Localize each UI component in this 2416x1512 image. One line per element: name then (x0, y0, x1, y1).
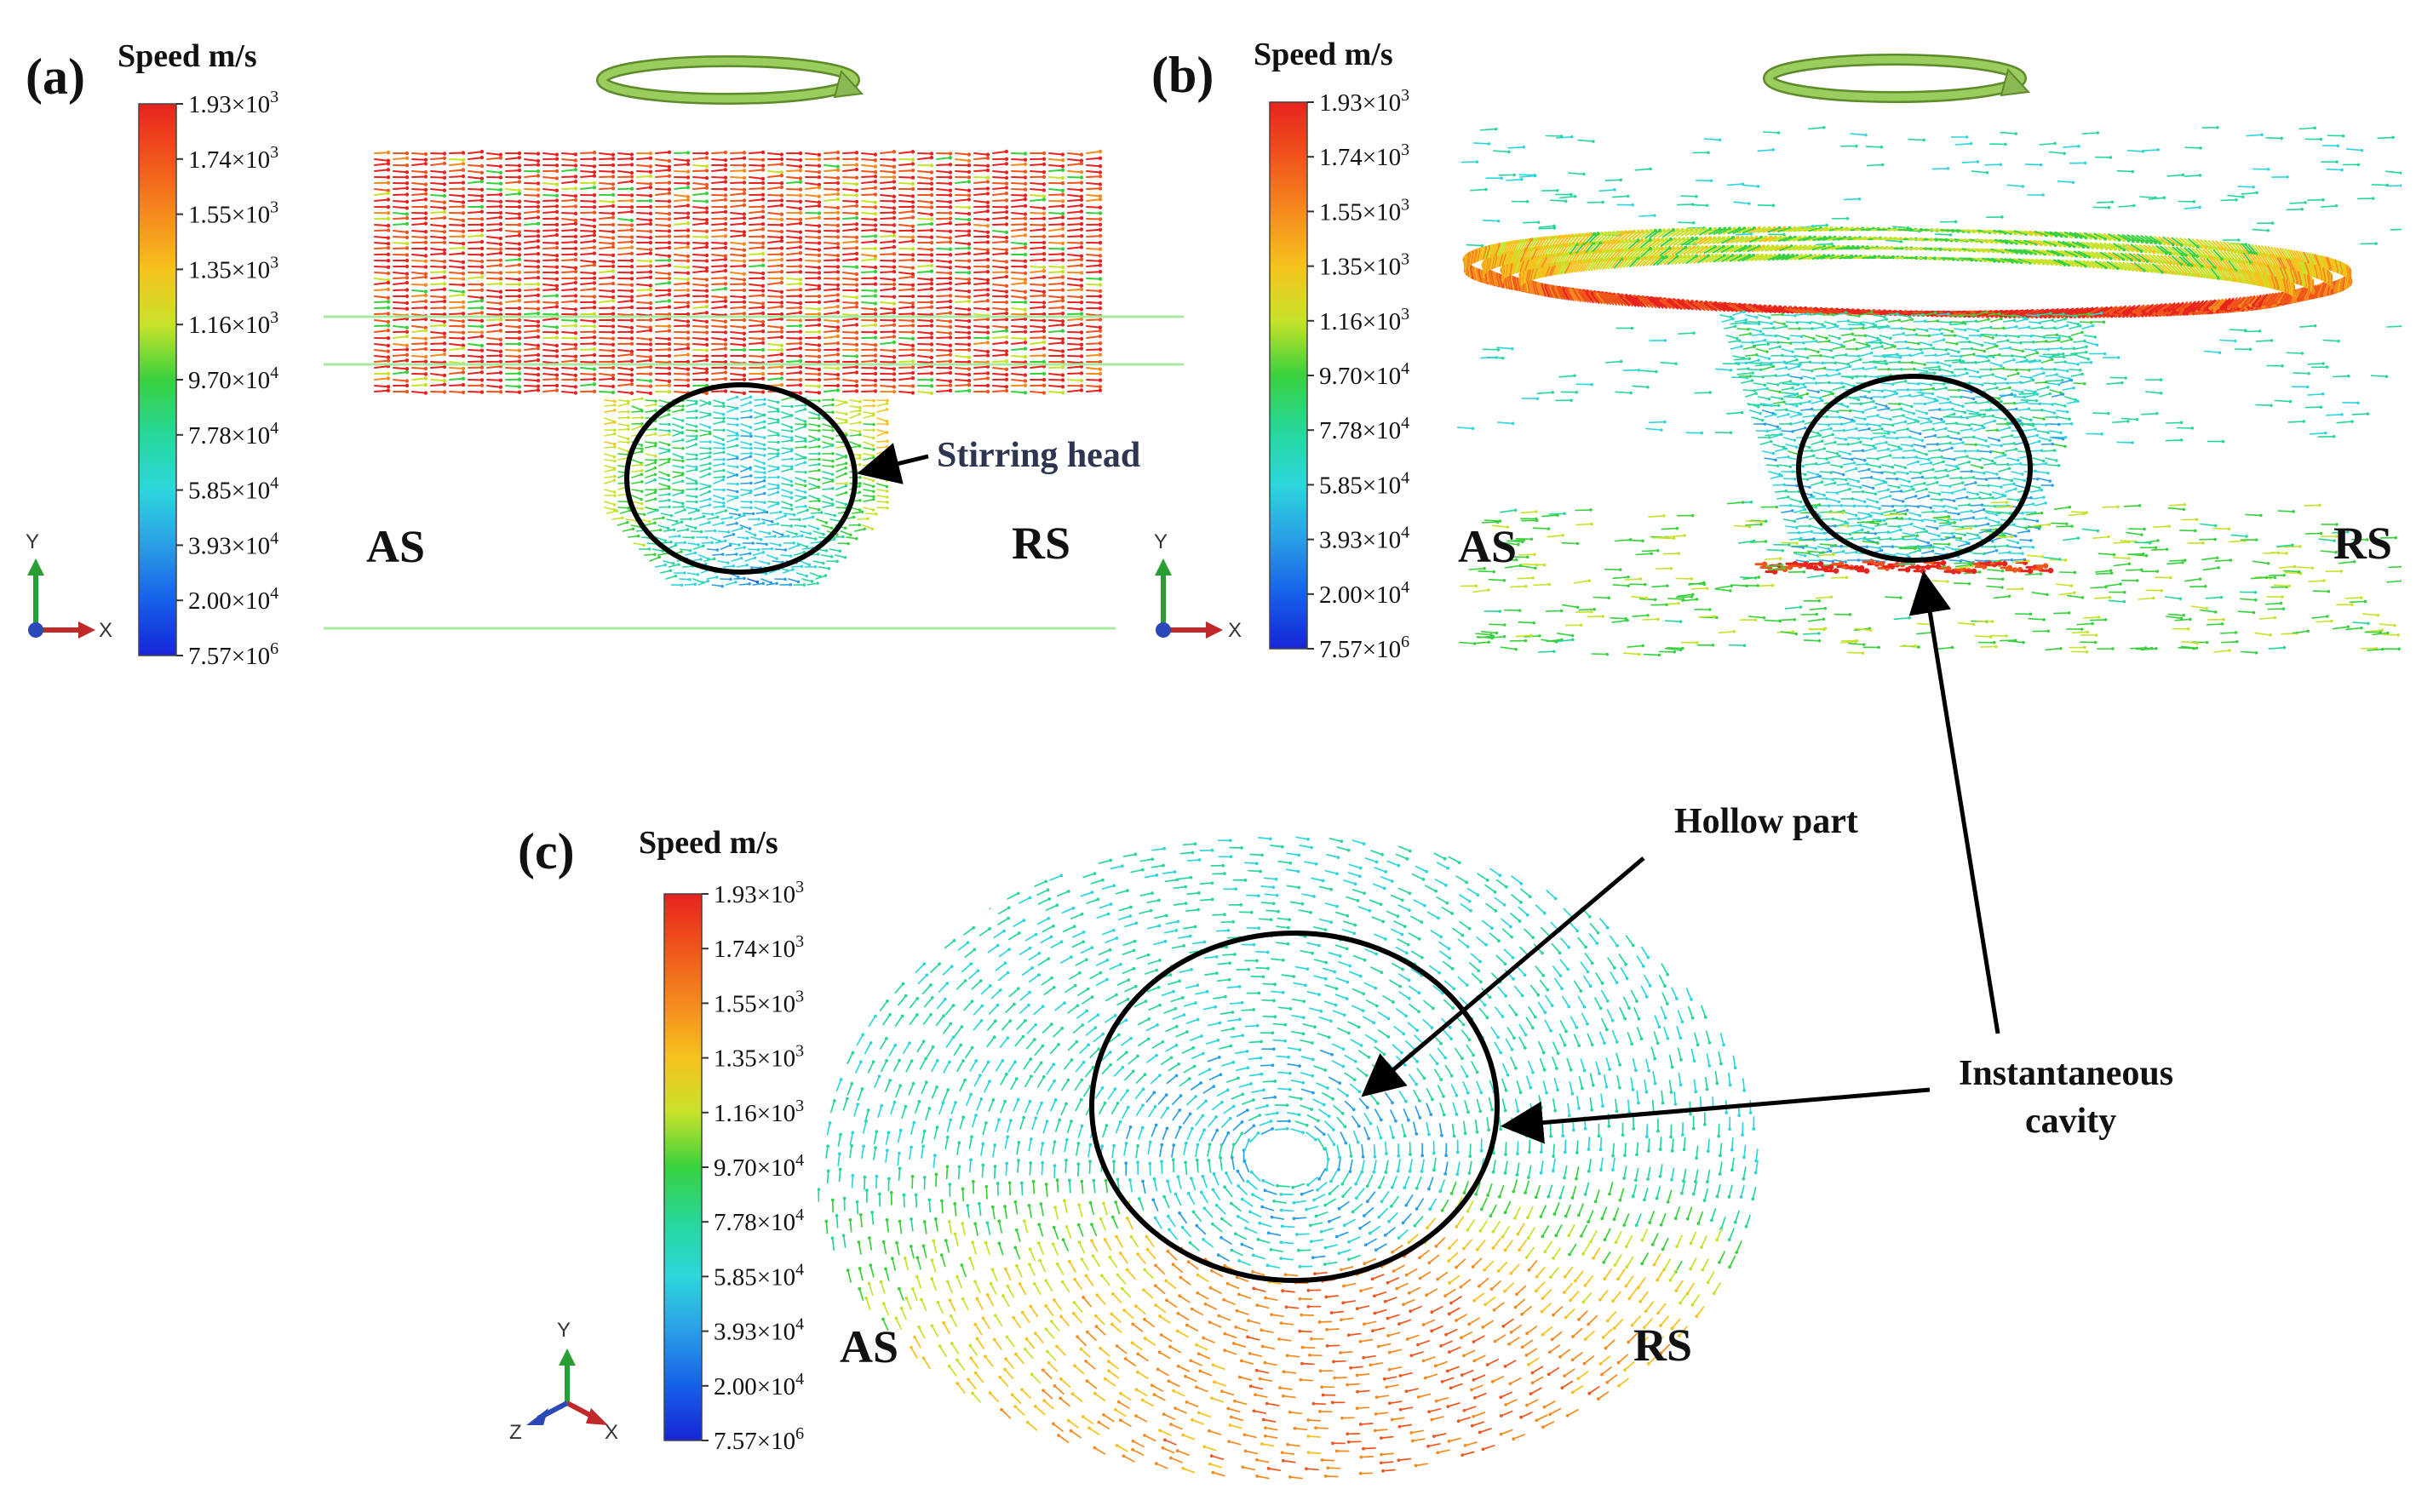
axis-c-x-label: X (605, 1421, 618, 1444)
colorbar-c-title: Speed m/s (639, 825, 778, 861)
colorbar-tick-label: 5.85×104 (714, 1260, 804, 1291)
axis-triad-c: Y X Z (509, 1319, 618, 1444)
colorbar-tick-label: 1.93×103 (714, 878, 804, 908)
colorbar-c: Speed m/s 1.93×103 1.74×103 1.55×103 1.35×1… (639, 825, 804, 1455)
panel-a-letter: (a) (26, 49, 85, 105)
colorbar-tick-label: 7.78×104 (1319, 414, 1409, 444)
axis-b-x-label: X (1228, 619, 1242, 642)
colorbar-tick-label: 1.93×103 (1319, 86, 1409, 117)
colorbar-tick-label: 9.70×104 (188, 364, 278, 394)
colorbar-tick-label: 5.85×104 (1319, 468, 1409, 499)
colorbar-b: Speed m/s 1.93×103 1.74×103 1.55×103 1.35×1… (1254, 37, 1409, 663)
panel-c-letter: (c) (518, 823, 575, 879)
cavity-label-line2: cavity (2025, 1102, 2116, 1141)
colorbar-tick-label: 7.78×104 (714, 1206, 804, 1236)
colorbar-tick-label: 3.93×104 (188, 529, 278, 559)
colorbar-b-ticks: 1.93×103 1.74×103 1.55×103 1.35×103 1.16×103… (1307, 86, 1409, 663)
colorbar-tick-label: 3.93×104 (1319, 524, 1409, 554)
hollow-part-label: Hollow part (1674, 802, 1858, 841)
colorbar-tick-label: 1.35×103 (1319, 250, 1409, 281)
axis-c-y-label: Y (557, 1319, 571, 1342)
colorbar-tick-label: 1.55×103 (1319, 195, 1409, 226)
cavity-circle-b (1796, 374, 2033, 563)
colorbar-tick-label: 9.70×104 (714, 1151, 804, 1182)
colorbar-b-bar (1269, 101, 1308, 650)
stirring-head-label: Stirring head (937, 436, 1140, 475)
colorbar-tick-label: 2.00×104 (188, 584, 278, 615)
colorbar-c-bar (663, 893, 703, 1441)
colorbar-a-title: Speed m/s (118, 38, 257, 74)
panel-a-guide-lines (324, 315, 1184, 630)
panel-b-rs-label: RS (2333, 518, 2392, 569)
colorbar-tick-label: 1.93×103 (188, 88, 278, 118)
colorbar-tick-label: 1.35×103 (714, 1042, 804, 1073)
colorbar-tick-label: 1.16×103 (1319, 305, 1409, 335)
colorbar-tick-label: 1.55×103 (714, 987, 804, 1017)
axis-a-y-label: Y (26, 530, 39, 553)
colorbar-tick-label: 7.57×106 (1319, 633, 1409, 663)
axis-triad-b: Y X (1154, 530, 1242, 642)
axis-b-y-label: Y (1154, 530, 1168, 553)
hollow-part-arrow (1361, 856, 1645, 1097)
velocity-field-b (1456, 125, 2402, 657)
axis-c-z-label: Z (509, 1421, 522, 1444)
colorbar-a-bar (138, 103, 177, 656)
panel-b-letter: (b) (1151, 47, 1214, 103)
panel-a-rs-label: RS (1012, 518, 1070, 569)
colorbar-tick-label: 1.16×103 (188, 308, 278, 339)
colorbar-tick-label: 7.57×106 (188, 639, 278, 670)
colorbar-b-title: Speed m/s (1254, 37, 1393, 72)
velocity-field-a (374, 149, 1103, 588)
panel-a-as-label: AS (366, 521, 425, 572)
cavity-label-line1: Instantaneous (1959, 1054, 2173, 1093)
colorbar-tick-label: 1.35×103 (188, 253, 278, 284)
panel-b-as-label: AS (1458, 521, 1517, 572)
colorbar-tick-label: 1.74×103 (188, 143, 278, 174)
panel-c-rs-label: RS (1633, 1320, 1692, 1371)
colorbar-tick-label: 1.74×103 (1319, 140, 1409, 171)
rotation-arrow-b (1763, 54, 2031, 103)
colorbar-tick-label: 9.70×104 (1319, 359, 1409, 390)
velocity-field-c (818, 836, 1759, 1480)
colorbar-tick-label: 1.74×103 (714, 932, 804, 963)
rotation-arrow-a (596, 55, 864, 105)
cavity-circle-c (1089, 931, 1500, 1283)
colorbar-tick-label: 5.85×104 (188, 474, 278, 505)
colorbar-tick-label: 1.16×103 (714, 1097, 804, 1127)
colorbar-tick-label: 2.00×104 (1319, 578, 1409, 609)
colorbar-a: Speed m/s 1.93×103 1.74×103 1.55×103 1.35×1… (118, 38, 278, 670)
colorbar-tick-label: 7.57×106 (714, 1424, 804, 1455)
stirring-head-arrow (857, 443, 929, 484)
axis-triad-a: Y X (26, 530, 112, 642)
colorbar-tick-label: 2.00×104 (714, 1370, 804, 1400)
panel-c-as-label: AS (840, 1321, 898, 1372)
cavity-arrow-to-b (1908, 570, 2000, 1034)
colorbar-tick-label: 1.55×103 (188, 198, 278, 229)
colorbar-tick-label: 3.93×104 (714, 1315, 804, 1346)
stirring-head-circle (624, 382, 858, 575)
colorbar-c-ticks: 1.93×103 1.74×103 1.55×103 1.35×103 1.16×103… (702, 878, 804, 1455)
colorbar-tick-label: 7.78×104 (188, 419, 278, 450)
cavity-arrow-to-c (1501, 1087, 1931, 1144)
colorbar-a-ticks: 1.93×103 1.74×103 1.55×103 1.35×103 1.16×103… (176, 88, 278, 670)
axis-a-x-label: X (99, 619, 112, 642)
